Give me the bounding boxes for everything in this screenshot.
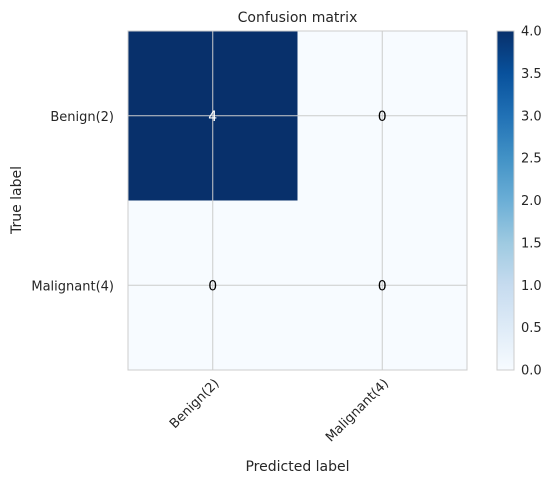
x-tick-labels: Benign(2) Malignant(4) — [167, 376, 392, 445]
y-tick-label: Benign(2) — [50, 110, 114, 125]
grid-lines — [128, 31, 467, 370]
cell-value-label: 0 — [378, 278, 387, 294]
x-axis-label: Predicted label — [245, 459, 349, 475]
heatmap-cells — [128, 31, 467, 370]
x-tick-label: Malignant(4) — [323, 376, 392, 445]
plot-frame — [127, 30, 468, 371]
colorbar-tick-label: 0.0 — [521, 364, 542, 379]
colorbar-tick-label: 2.0 — [521, 194, 542, 209]
colorbar-tick-labels: 0.0 0.5 1.0 1.5 2.0 2.5 3.0 3.5 4.0 — [521, 25, 542, 379]
cell-value-label: 0 — [378, 109, 387, 125]
y-tick-labels: Benign(2) Malignant(4) — [31, 110, 114, 295]
cell-value-label: 4 — [208, 109, 217, 125]
x-tick-label: Benign(2) — [167, 376, 223, 432]
chart-title: Confusion matrix — [238, 10, 358, 26]
cell-value-label: 0 — [208, 278, 217, 294]
colorbar-tick-label: 0.5 — [521, 321, 542, 336]
colorbar-tick-label: 1.0 — [521, 279, 542, 294]
colorbar-tick-label: 3.0 — [521, 109, 542, 124]
y-axis-label: True label — [9, 166, 25, 235]
colorbar-tick-label: 3.5 — [521, 67, 542, 82]
cell-value-labels: 4 0 0 0 — [208, 109, 386, 295]
colorbar-tick-label: 1.5 — [521, 236, 542, 251]
colorbar-tick-label: 2.5 — [521, 152, 542, 167]
colorbar-tick-label: 4.0 — [521, 25, 542, 40]
y-tick-label: Malignant(4) — [31, 279, 114, 294]
colorbar — [496, 30, 515, 371]
